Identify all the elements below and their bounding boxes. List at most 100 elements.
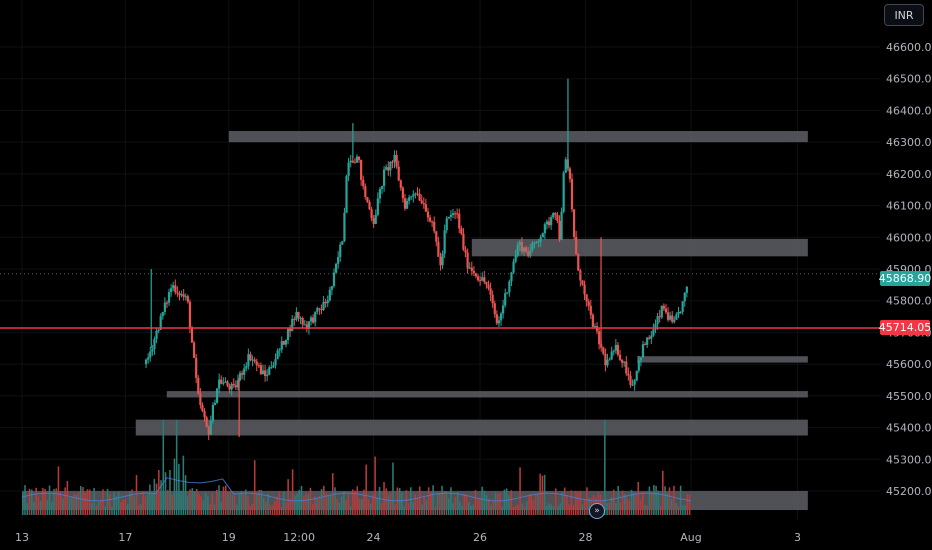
candle-body bbox=[685, 286, 688, 293]
candle-body bbox=[604, 353, 607, 366]
candle-body bbox=[543, 224, 546, 234]
volume-bar bbox=[305, 492, 307, 515]
volume-bar bbox=[106, 488, 109, 515]
candle-body bbox=[481, 277, 484, 281]
candle-body bbox=[554, 213, 557, 215]
candle-body bbox=[360, 159, 363, 180]
volume-bar bbox=[534, 494, 537, 515]
zone-rect bbox=[471, 238, 808, 257]
volume-bar bbox=[244, 489, 247, 515]
candle-body bbox=[159, 316, 162, 330]
candle-body bbox=[295, 312, 298, 320]
volume-bar bbox=[276, 496, 278, 515]
candle-body bbox=[314, 311, 317, 323]
candle-body bbox=[447, 216, 450, 219]
volume-bar bbox=[307, 494, 310, 515]
volume-bar bbox=[173, 458, 176, 515]
candle-body bbox=[424, 204, 427, 212]
volume-bar bbox=[646, 505, 648, 515]
candle-body bbox=[483, 277, 486, 283]
volume-bar bbox=[677, 506, 680, 515]
currency-selector-button[interactable]: INR bbox=[884, 4, 924, 26]
volume-bar bbox=[33, 501, 35, 515]
candle-body bbox=[681, 301, 684, 312]
volume-bar bbox=[273, 500, 276, 515]
candle-body bbox=[282, 341, 285, 345]
volume-bar bbox=[403, 506, 405, 515]
volume-bar bbox=[267, 494, 269, 515]
candle-body bbox=[209, 421, 212, 435]
candle-body bbox=[433, 221, 436, 232]
volume-bar bbox=[628, 500, 631, 515]
candle-body bbox=[355, 156, 359, 163]
candle-body bbox=[472, 270, 475, 273]
volume-bar bbox=[360, 498, 363, 515]
volume-bar bbox=[481, 486, 483, 515]
candle-body bbox=[408, 197, 411, 201]
candle-body bbox=[479, 280, 482, 282]
candle-body bbox=[257, 365, 260, 367]
volume-bar bbox=[523, 506, 526, 515]
candle-body bbox=[673, 319, 676, 322]
candle-body bbox=[664, 308, 668, 313]
volume-bar bbox=[164, 472, 167, 515]
volume-bar bbox=[686, 494, 689, 515]
volume-bar bbox=[463, 493, 466, 515]
volume-bar bbox=[302, 496, 305, 515]
volume-bar bbox=[158, 470, 160, 515]
candle-body bbox=[163, 302, 166, 312]
volume-bar bbox=[97, 501, 100, 515]
candle-body bbox=[641, 344, 645, 358]
volume-bar bbox=[151, 492, 153, 515]
volume-bar bbox=[512, 506, 515, 515]
volume-bar bbox=[568, 504, 570, 515]
volume-bar bbox=[309, 487, 312, 515]
candle-body bbox=[178, 293, 181, 296]
volume-bar bbox=[79, 486, 82, 515]
horizontal-line-price-tag: 45714.05 bbox=[878, 320, 932, 336]
volume-bar bbox=[146, 494, 149, 515]
volume-bar bbox=[389, 493, 392, 515]
x-tick-label: 17 bbox=[118, 531, 132, 544]
y-tick-label: 45400.00 bbox=[886, 422, 932, 435]
y-tick-label: 46200.00 bbox=[886, 168, 932, 181]
volume-bar bbox=[639, 499, 642, 515]
volume-bar bbox=[247, 496, 249, 515]
volume-bar bbox=[345, 500, 347, 515]
scroll-to-realtime-icon[interactable]: » bbox=[589, 503, 605, 519]
volume-bar bbox=[258, 489, 260, 515]
candle-body bbox=[443, 230, 446, 254]
candle-body bbox=[268, 367, 271, 375]
volume-bar bbox=[323, 485, 325, 515]
candle-body bbox=[234, 385, 237, 388]
volume-bar bbox=[336, 498, 338, 515]
volume-bar bbox=[200, 496, 202, 515]
volume-bar bbox=[494, 492, 497, 515]
volume-bar bbox=[456, 492, 459, 515]
candle-body bbox=[320, 309, 323, 311]
volume-bar bbox=[372, 494, 374, 515]
candle-body bbox=[514, 255, 517, 262]
volume-bar bbox=[137, 504, 140, 515]
candle-body bbox=[337, 256, 340, 264]
x-tick-label: 24 bbox=[367, 531, 381, 544]
candle-body bbox=[533, 242, 536, 244]
candle-body bbox=[307, 321, 311, 329]
candle-body bbox=[364, 186, 367, 197]
volume-bar bbox=[641, 492, 644, 515]
volume-bar bbox=[479, 497, 481, 515]
y-tick-label: 45500.00 bbox=[886, 390, 932, 403]
volume-bar bbox=[287, 479, 289, 515]
candle-body bbox=[491, 294, 494, 304]
candle-body bbox=[322, 301, 325, 310]
candle-body bbox=[188, 301, 192, 328]
candle-body bbox=[679, 311, 682, 313]
volume-bar bbox=[528, 495, 530, 515]
volume-bar bbox=[218, 485, 220, 515]
candle-body bbox=[195, 357, 198, 378]
volume-bar bbox=[193, 491, 196, 515]
volume-bar bbox=[461, 505, 463, 515]
candle-body bbox=[460, 228, 463, 234]
volume-bar bbox=[260, 490, 263, 515]
